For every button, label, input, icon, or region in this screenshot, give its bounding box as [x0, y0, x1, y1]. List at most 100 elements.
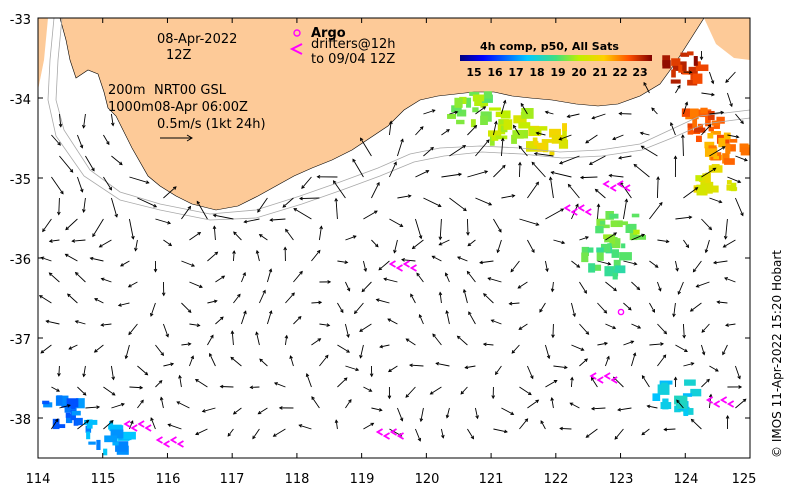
current-arrow [335, 420, 338, 430]
current-arrow-head [585, 434, 590, 438]
current-arrow-head [590, 376, 595, 381]
current-arrow [519, 218, 539, 226]
sst-cell [711, 164, 720, 169]
current-arrow [475, 139, 490, 157]
current-arrow-head [298, 424, 303, 428]
current-arrow [605, 323, 616, 329]
current-arrow [717, 301, 728, 304]
current-arrow-head [227, 432, 232, 437]
current-arrow [285, 292, 295, 304]
current-arrow-head [566, 114, 571, 119]
current-arrow-head [57, 372, 61, 377]
current-arrow-head [607, 261, 612, 266]
current-arrow-head [665, 239, 670, 244]
current-arrow-head [533, 151, 538, 156]
colorbar [460, 55, 652, 61]
sst-cell [614, 265, 626, 274]
current-arrow-head [255, 331, 259, 336]
current-arrow [72, 239, 86, 242]
current-arrow [202, 407, 216, 412]
current-arrow-head [550, 171, 555, 175]
current-arrow-head [618, 111, 623, 116]
sst-cell [581, 252, 589, 263]
current-arrow-head [430, 146, 434, 151]
sst-cell [86, 431, 91, 440]
sst-cell [85, 425, 92, 433]
current-arrow [233, 231, 242, 241]
current-arrow [513, 125, 520, 136]
current-arrow-head [268, 310, 273, 315]
sst-cell [730, 182, 737, 192]
current-arrow-head [608, 173, 613, 178]
current-arrow [270, 218, 286, 221]
y-axis-labels: -33 -34 -35 -36 -37 -38 [10, 13, 31, 428]
current-arrow [103, 386, 116, 396]
current-arrow-head [410, 293, 414, 298]
current-arrow-head [494, 371, 499, 376]
current-arrow-head [387, 318, 392, 322]
current-arrow [467, 125, 477, 136]
current-arrow [266, 269, 272, 283]
current-arrow-head [535, 222, 540, 226]
sst-cell [86, 419, 93, 429]
current-arrow-head [710, 80, 715, 85]
current-arrow [163, 363, 174, 367]
current-arrow [42, 218, 52, 232]
current-arrow [128, 323, 138, 335]
current-arrow-head [475, 415, 479, 420]
current-arrow [67, 293, 78, 304]
current-arrow [675, 216, 692, 220]
current-arrow [586, 428, 598, 438]
current-arrow [559, 134, 572, 140]
current-arrow [389, 218, 403, 227]
current-arrow-head [389, 120, 393, 125]
sst-cell [596, 247, 604, 253]
current-arrow [155, 344, 164, 356]
current-arrow [83, 365, 86, 377]
current-arrow-head [363, 268, 368, 273]
current-arrow [215, 316, 224, 325]
current-arrow-head [74, 320, 79, 324]
current-arrow-head [94, 298, 98, 302]
drifter-arrow-icon [289, 43, 303, 55]
x-tick-label: 120 [415, 472, 440, 487]
current-arrow [449, 111, 458, 115]
sst-cell [532, 137, 538, 142]
current-arrow [345, 235, 357, 241]
current-arrow-head [470, 435, 474, 440]
current-arrow-head [117, 303, 122, 307]
current-arrow [567, 113, 580, 118]
sst-cell [728, 144, 736, 152]
sst-cell [110, 429, 124, 439]
current-arrow-head [641, 375, 646, 379]
sst-cell [74, 417, 83, 426]
current-arrow-head [457, 256, 461, 260]
current-arrow-head [299, 196, 303, 201]
current-arrow-head [242, 271, 246, 276]
current-arrow-head [641, 431, 646, 436]
current-arrow-head [614, 435, 619, 440]
current-arrow [518, 145, 528, 157]
current-arrow [544, 344, 550, 359]
current-arrow-head [359, 354, 363, 359]
current-arrow [552, 323, 554, 338]
sst-cell [725, 143, 731, 154]
map-date: 08-Apr-2022 [157, 32, 237, 47]
sst-cell [695, 135, 702, 143]
current-arrow-head [518, 145, 523, 150]
current-arrow-head [737, 179, 742, 184]
sst-cell [609, 234, 616, 245]
plot-frame [37, 17, 751, 459]
current-arrow-head [368, 388, 373, 392]
current-arrow [709, 146, 726, 157]
current-arrow-head [74, 271, 79, 276]
x-tick-label: 114 [26, 472, 51, 487]
sst-cell [695, 175, 702, 182]
current-arrow-head [243, 310, 247, 315]
current-arrow-head [491, 395, 496, 400]
current-arrow-head [677, 291, 682, 295]
current-arrow-head [725, 414, 730, 419]
sst-cell [500, 110, 511, 119]
current-arrow [118, 302, 130, 306]
sst-cell [697, 123, 703, 129]
